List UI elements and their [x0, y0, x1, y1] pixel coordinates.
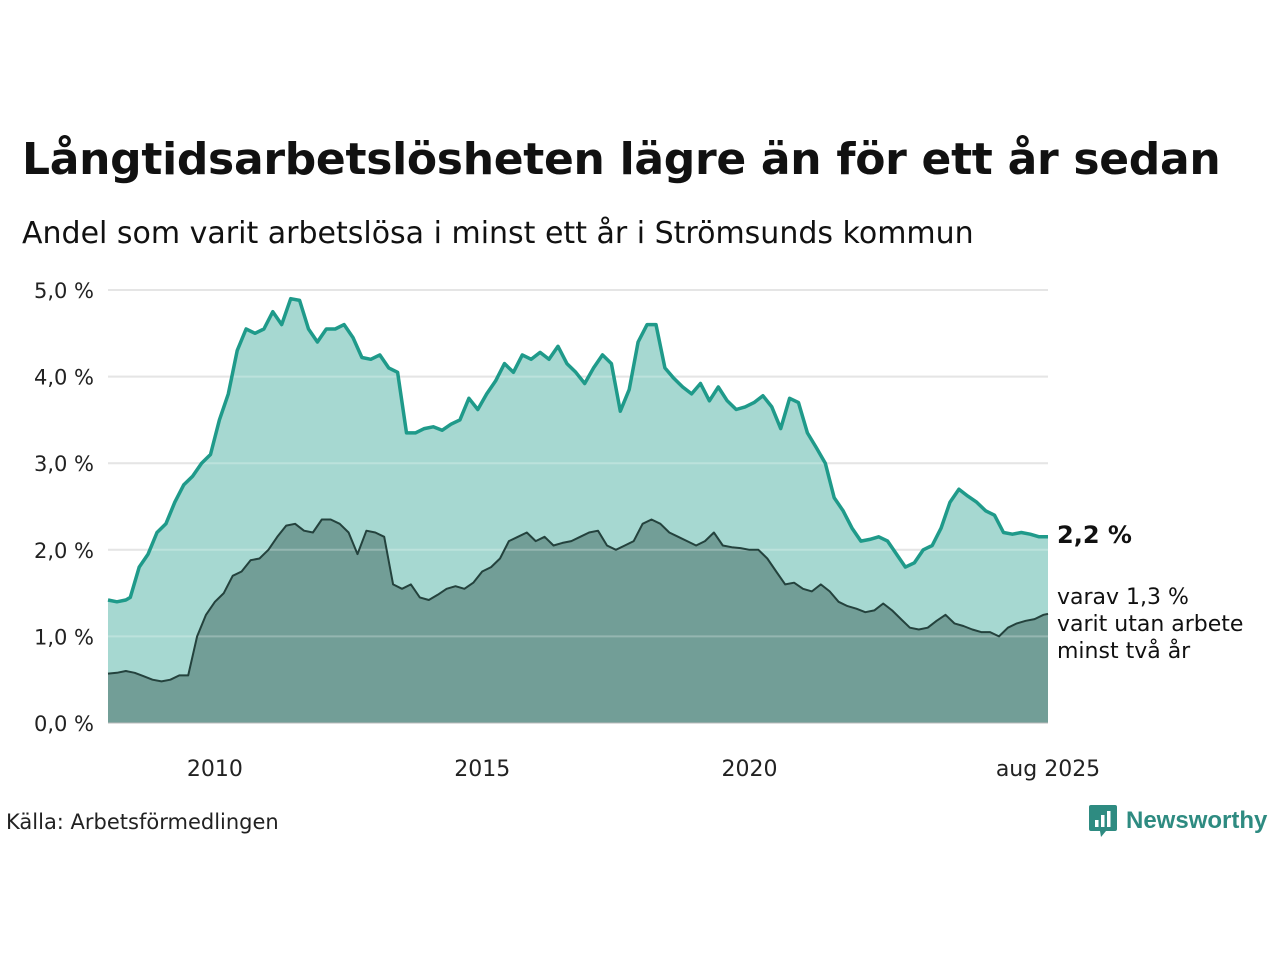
x-tick-label-1: 2015 [454, 757, 510, 782]
series-min2-end-label-line-2: minst två år [1057, 638, 1191, 664]
series-min2-line [107, 518, 1049, 683]
x-tick-label-2: 2020 [722, 757, 778, 782]
y-tick-label-4: 4,0 % [34, 366, 94, 390]
chart-subtitle: Andel som varit arbetslösa i minst ett å… [22, 216, 974, 251]
newsworthy-logo-icon [1089, 805, 1117, 837]
series-min1-end-label: 2,2 % [1057, 521, 1132, 549]
series-min2-end-label-line-1: varit utan arbete [1057, 612, 1243, 637]
series-min2-area [108, 519, 1048, 723]
y-tick-label-3: 3,0 % [34, 452, 94, 476]
source-note: Källa: Arbetsförmedlingen [6, 810, 279, 834]
x-tick-label-0: 2010 [187, 757, 243, 782]
series-min2-end-label-line-0: varav 1,3 % [1057, 585, 1189, 610]
series-min1-line [107, 296, 1048, 604]
y-tick-label-2: 2,0 % [34, 539, 94, 563]
x-tick-label-3: aug 2025 [996, 757, 1100, 782]
y-tick-label-1: 1,0 % [34, 625, 94, 649]
chart-title: Långtidsarbetslösheten lägre än för ett … [22, 134, 1221, 185]
brand-name: Newsworthy [1126, 807, 1268, 834]
y-tick-label-0: 0,0 % [34, 712, 94, 736]
y-tick-label-5: 5,0 % [34, 279, 94, 303]
brand-logo: Newsworthy [1088, 803, 1267, 839]
